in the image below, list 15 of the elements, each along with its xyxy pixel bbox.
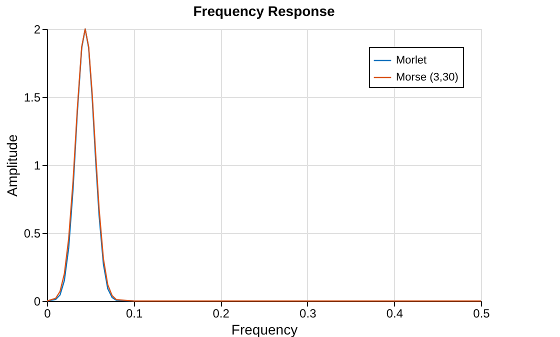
chart-title: Frequency Response [193, 3, 336, 19]
y-tick-label: 2 [34, 22, 41, 36]
y-tick-label: 1 [34, 158, 41, 172]
x-tick-label: 0.2 [212, 306, 230, 320]
y-tick-label: 1.5 [24, 90, 41, 104]
legend-label: Morse (3,30) [396, 72, 458, 84]
legend-label: Morlet [396, 54, 427, 66]
x-tick-label: 0.5 [473, 306, 490, 320]
x-tick-label: 0.3 [300, 306, 317, 320]
x-tick-label: 0.1 [126, 306, 143, 320]
x-tick-label: 0 [44, 306, 52, 320]
x-tick-label: 0.4 [386, 306, 404, 320]
y-tick-label: 0.5 [24, 226, 41, 240]
y-axis-title: Amplitude [4, 134, 20, 197]
y-tick-label: 0 [34, 294, 41, 308]
